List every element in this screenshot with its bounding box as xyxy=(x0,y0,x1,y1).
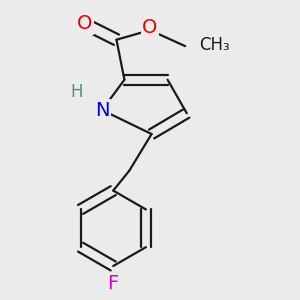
Text: N: N xyxy=(95,100,109,120)
Text: H: H xyxy=(70,83,83,101)
Text: CH₃: CH₃ xyxy=(200,35,230,53)
Text: O: O xyxy=(77,14,92,33)
Text: F: F xyxy=(108,274,119,293)
Text: O: O xyxy=(142,18,158,37)
